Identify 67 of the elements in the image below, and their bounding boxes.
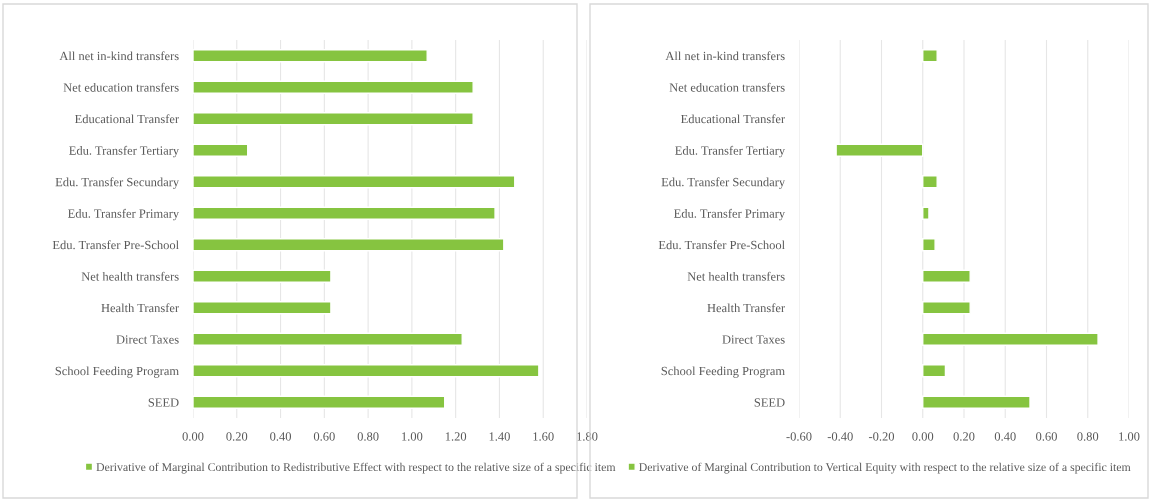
- y-tick-label: Health Transfer: [707, 303, 785, 313]
- y-tick-label: SEED: [148, 398, 179, 407]
- bar: [922, 175, 938, 189]
- bar: [193, 112, 474, 126]
- legend-label: Derivative of Marginal Contribution to Vertical Equity with respect to the relative size of a specific item: [639, 462, 1131, 474]
- x-tick-label: 0.20: [953, 432, 975, 441]
- y-tick-label: Educational Transfer: [74, 114, 179, 124]
- bar: [193, 332, 463, 346]
- x-tick-label: 0.80: [1077, 432, 1099, 441]
- x-tick-label: 0.80: [357, 432, 379, 441]
- y-tick-label: Direct Taxes: [116, 335, 179, 344]
- bar: [922, 49, 938, 63]
- bar: [193, 364, 540, 378]
- y-tick-label: Net health transfers: [81, 271, 179, 281]
- y-tick-label: Health Transfer: [101, 303, 179, 313]
- x-tick-label: 0.40: [994, 432, 1016, 441]
- bar: [193, 175, 516, 189]
- x-tick-label: -0.60: [786, 432, 812, 441]
- y-tick-label: Educational Transfer: [680, 114, 785, 124]
- bar: [922, 364, 947, 378]
- x-tick-label: 0.00: [912, 432, 934, 441]
- bar: [193, 206, 496, 220]
- y-tick-label: Net education transfers: [669, 82, 785, 92]
- y-tick-label: SEED: [754, 398, 785, 407]
- y-tick-label: School Feeding Program: [55, 366, 179, 378]
- y-tick-label: Net education transfers: [63, 82, 179, 92]
- x-tick-label: 0.40: [270, 432, 292, 441]
- y-tick-label: Edu. Transfer Primary: [68, 208, 180, 221]
- bar: [193, 49, 428, 63]
- bar: [193, 269, 332, 283]
- bar: [922, 395, 1031, 409]
- bar: [193, 143, 249, 157]
- bar: [922, 238, 936, 252]
- x-tick-label: 0.60: [313, 432, 335, 441]
- x-tick-label: 0.60: [1036, 432, 1057, 441]
- y-tick-label: Edu. Transfer Secundary: [661, 177, 786, 189]
- y-tick-label: Edu. Transfer Pre-School: [52, 240, 179, 250]
- y-tick-label: Direct Taxes: [722, 335, 785, 344]
- x-tick-label: 0.20: [226, 432, 248, 441]
- y-tick-label: Net health transfers: [687, 271, 785, 281]
- y-tick-label: Edu. Transfer Primary: [674, 208, 786, 221]
- legend-label: Derivative of Marginal Contribution to Redistributive Effect with respect to the relative size of a specific item: [96, 462, 616, 474]
- y-tick-label: Edu. Transfer Pre-School: [658, 240, 785, 250]
- x-tick-label: -0.40: [827, 432, 853, 441]
- x-tick-label: 1.40: [489, 432, 510, 441]
- x-tick-label: 1.00: [1119, 432, 1140, 441]
- bar: [193, 395, 446, 409]
- x-tick-label: -0.20: [868, 432, 895, 441]
- bar: [835, 143, 924, 157]
- x-tick-label: 1.00: [402, 432, 423, 441]
- y-tick-label: Edu. Transfer Tertiary: [69, 145, 180, 158]
- x-tick-label: 0.00: [182, 432, 204, 441]
- y-tick-label: All net in-kind transfers: [665, 51, 785, 61]
- bar: [193, 301, 332, 315]
- bar: [193, 238, 505, 252]
- bar: [193, 80, 474, 94]
- bar: [922, 206, 930, 220]
- y-tick-label: Edu. Transfer Secundary: [55, 177, 180, 189]
- bar: [922, 269, 971, 283]
- x-tick-label: 1.60: [533, 432, 554, 441]
- bar: [922, 332, 1099, 346]
- bar: [922, 301, 971, 315]
- y-tick-label: School Feeding Program: [661, 366, 785, 378]
- y-tick-label: Edu. Transfer Tertiary: [675, 145, 786, 158]
- y-tick-label: All net in-kind transfers: [59, 51, 179, 61]
- x-tick-label: 1.80: [577, 432, 598, 441]
- x-tick-label: 1.20: [445, 432, 467, 441]
